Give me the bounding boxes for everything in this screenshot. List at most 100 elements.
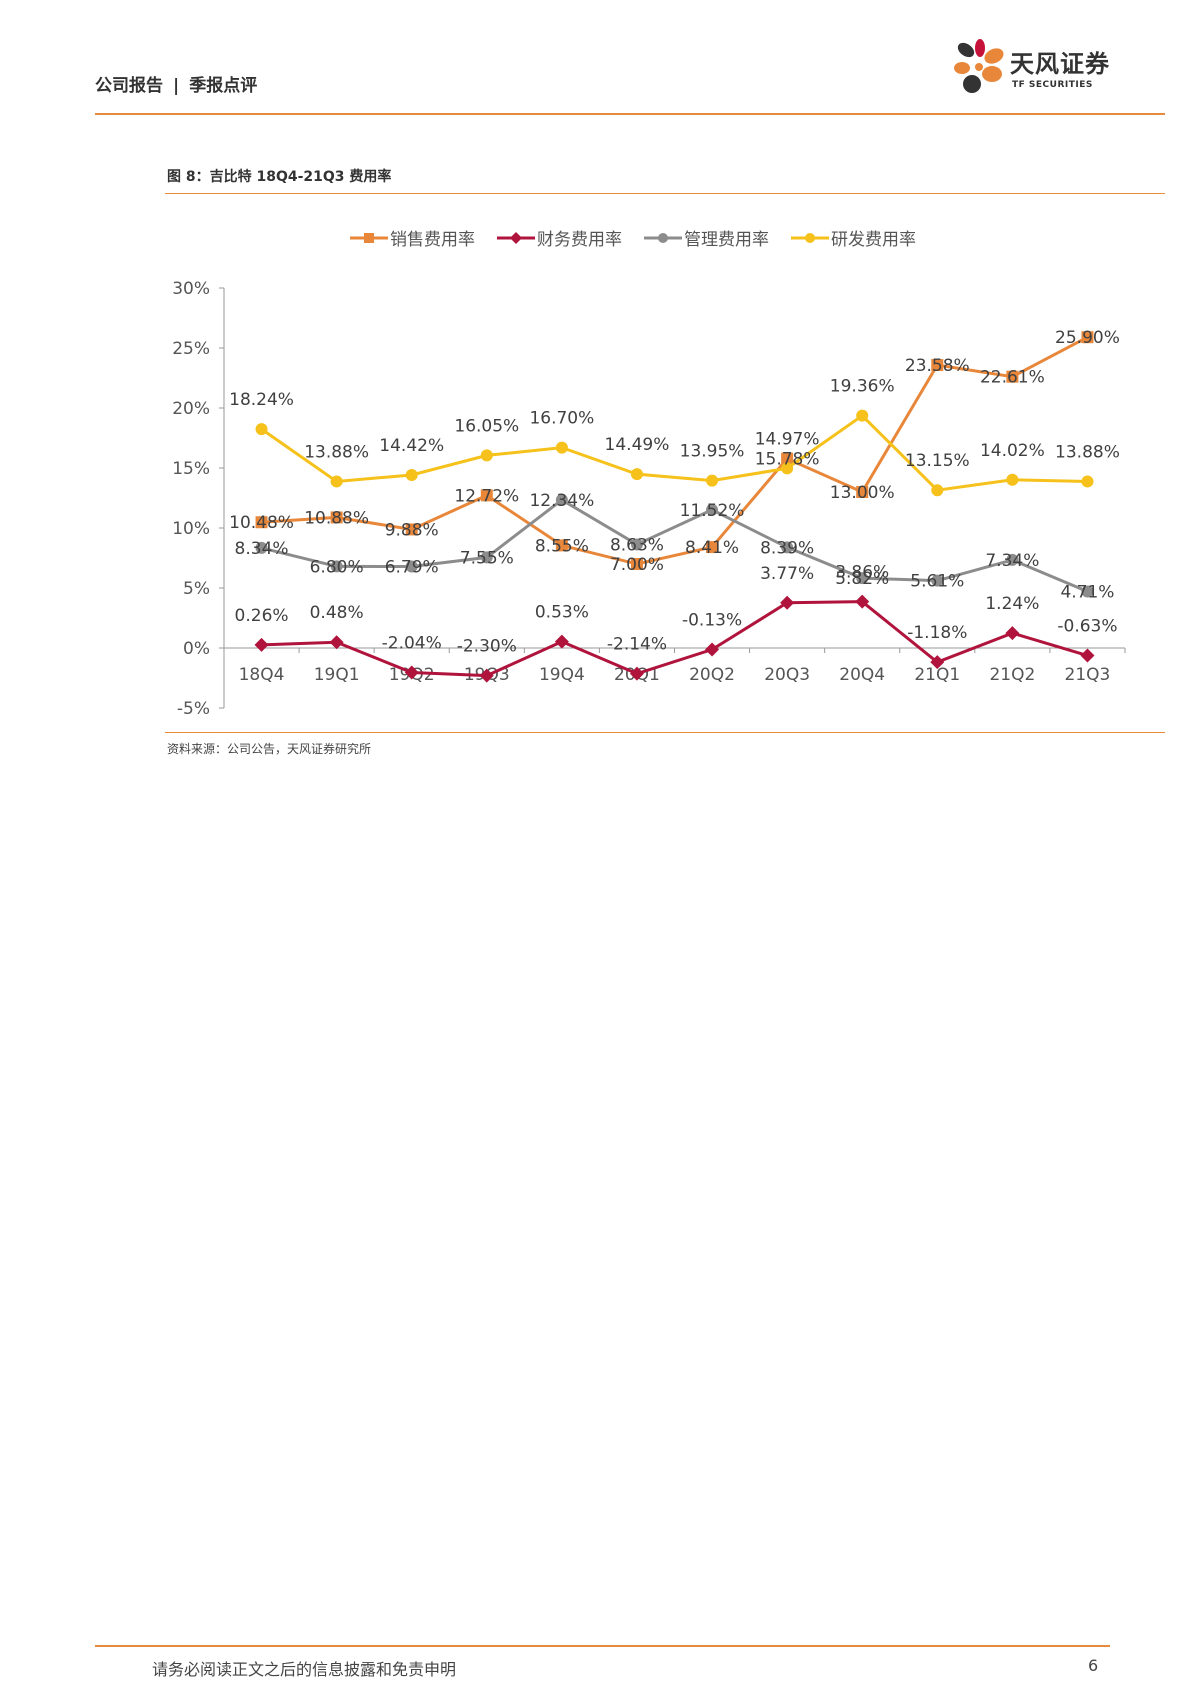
x-tick-label: 21Q2 (989, 665, 1035, 685)
data-point (255, 541, 268, 554)
x-tick-label: 20Q4 (839, 665, 885, 685)
data-label: 12.34% (529, 491, 594, 511)
series-3 (255, 409, 1094, 497)
y-tick-label: -5% (177, 699, 210, 719)
data-label: 12.72% (454, 486, 519, 506)
y-tick-label: 20% (172, 399, 210, 419)
x-tick-label: 20Q2 (689, 665, 735, 685)
legend-label: 研发费用率 (831, 230, 916, 250)
data-label: -1.18% (907, 623, 967, 643)
legend-label: 销售费用率 (390, 230, 475, 250)
data-point (856, 572, 869, 585)
report-section: 季报点评 (189, 76, 258, 96)
data-point (705, 642, 720, 657)
data-label: -2.14% (607, 635, 667, 655)
x-tick-label: 20Q3 (764, 665, 810, 685)
data-point (856, 486, 869, 498)
data-label: 18.24% (229, 390, 294, 410)
data-label: 25.90% (1055, 328, 1120, 348)
data-point (931, 359, 944, 372)
data-point (706, 503, 719, 516)
data-point (706, 541, 719, 554)
data-label: 5.61% (910, 572, 964, 592)
data-label: 8.55% (535, 536, 589, 556)
data-label: 8.41% (685, 538, 739, 558)
data-label: 0.26% (235, 606, 289, 626)
data-point (1006, 473, 1019, 486)
data-label: 3.86% (835, 563, 889, 583)
data-point (555, 493, 568, 506)
y-tick-label: 25% (172, 339, 210, 359)
flower-logo-icon (954, 39, 1004, 93)
data-label: 8.39% (760, 538, 814, 558)
data-point (405, 468, 418, 481)
data-point (630, 558, 643, 570)
legend-item: 研发费用率 (791, 225, 916, 250)
data-label: 5.82% (835, 569, 889, 589)
data-point (931, 574, 944, 587)
brand-logo: 天风证券 TF SECURITIES (950, 38, 1120, 104)
data-point (405, 523, 418, 536)
chart-legend: 销售费用率 财务费用率 管理费用率 研发费用率 (350, 225, 916, 250)
data-label: 0.53% (535, 603, 589, 623)
data-point (1006, 553, 1019, 566)
data-label: 7.34% (985, 551, 1039, 571)
page-number: 6 (1088, 1656, 1099, 1675)
data-label: -0.63% (1057, 617, 1117, 637)
data-point (706, 474, 719, 487)
data-label: 4.71% (1060, 582, 1114, 602)
legend-swatch-icon (350, 232, 388, 243)
data-label: 0.48% (310, 603, 364, 623)
data-point (855, 594, 870, 609)
data-point (629, 666, 644, 681)
data-point (931, 484, 944, 497)
series-2 (255, 493, 1094, 598)
figure-source: 资料来源：公司公告，天风证券研究所 (167, 742, 372, 756)
data-label: 1.24% (985, 594, 1039, 614)
report-type: 公司报告 (95, 76, 163, 96)
data-point (856, 409, 869, 422)
data-point (1080, 648, 1095, 663)
data-label: 14.49% (605, 435, 670, 455)
data-point (930, 655, 945, 670)
x-tick-label: 18Q4 (239, 665, 285, 685)
data-label: 16.70% (529, 409, 594, 429)
x-tick-label: 21Q3 (1065, 665, 1111, 685)
data-label: 22.61% (980, 368, 1045, 388)
y-tick-label: 5% (183, 579, 210, 599)
brand-subtitle: TF SECURITIES (1012, 80, 1093, 90)
series-line (260, 413, 1088, 492)
data-point (780, 595, 795, 610)
data-label: 3.77% (760, 564, 814, 584)
data-point (555, 441, 568, 454)
data-label: -2.30% (457, 637, 517, 657)
data-label: 10.88% (304, 508, 369, 528)
data-label: 19.36% (830, 377, 895, 397)
data-label: 13.00% (830, 483, 895, 503)
series-0 (255, 331, 1094, 570)
legend-item: 管理费用率 (644, 225, 769, 250)
legend-item: 销售费用率 (350, 225, 475, 250)
legend-label: 管理费用率 (684, 230, 769, 250)
legend-swatch-icon (497, 231, 535, 244)
legend-swatch-icon (791, 232, 829, 243)
header-separator: | (173, 76, 180, 96)
data-point (405, 560, 418, 573)
data-label: 10.48% (229, 513, 294, 533)
data-label: 14.97% (755, 429, 820, 449)
data-label: 7.00% (610, 555, 664, 575)
figure-bottom-rule (165, 732, 1165, 733)
data-label: 16.05% (454, 416, 519, 436)
data-label: 23.58% (905, 356, 970, 376)
data-point (554, 634, 569, 649)
data-label: 6.79% (385, 558, 439, 578)
data-point (781, 462, 794, 475)
y-tick-label: 15% (172, 459, 210, 479)
legend-swatch-icon (644, 232, 682, 243)
data-label: 11.52% (680, 501, 745, 521)
data-label: 8.34% (235, 539, 289, 559)
legend-label: 财务费用率 (537, 230, 622, 250)
data-point (480, 489, 493, 502)
footer-divider (95, 1645, 1110, 1647)
data-point (404, 665, 419, 680)
